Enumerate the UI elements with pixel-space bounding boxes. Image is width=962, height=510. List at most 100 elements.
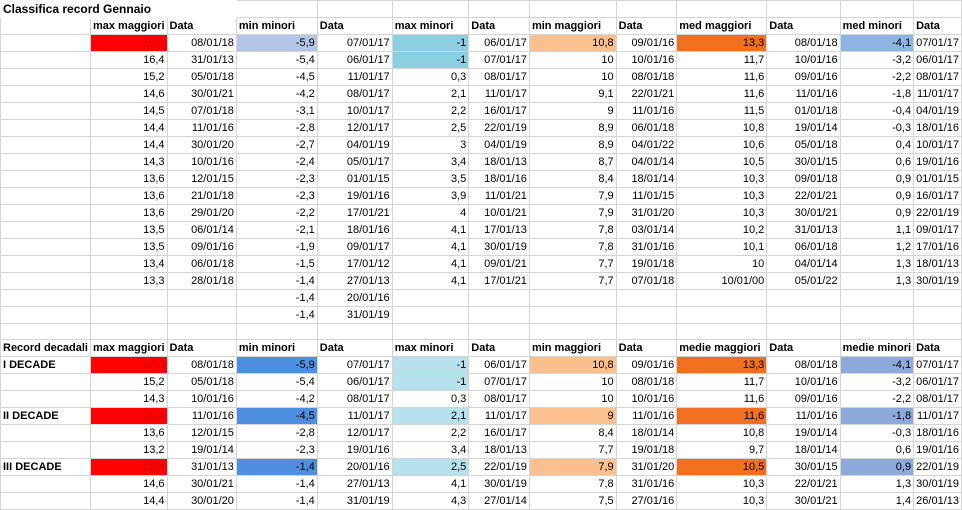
- table-cell[interactable]: 08/01/18: [166, 356, 237, 374]
- table-cell[interactable]: [391, 289, 470, 307]
- table-cell[interactable]: 22/01/19: [913, 458, 962, 476]
- table-cell[interactable]: 31/01/16: [615, 238, 678, 256]
- table-cell[interactable]: 15,2: [89, 68, 168, 86]
- table-cell[interactable]: [615, 306, 678, 324]
- table-cell[interactable]: 04/01/19: [316, 136, 393, 154]
- table-cell[interactable]: 30/01/15: [766, 458, 841, 476]
- table-cell[interactable]: 10/01/17: [316, 102, 393, 120]
- table-cell[interactable]: 18/01/16: [913, 424, 962, 442]
- table-cell[interactable]: -0,3: [839, 119, 915, 137]
- table-cell[interactable]: 18/01/14: [615, 424, 678, 442]
- table-cell[interactable]: -4,5: [235, 68, 318, 86]
- table-cell[interactable]: 16/01/17: [913, 187, 962, 205]
- table-cell[interactable]: 18/01/14: [615, 170, 678, 188]
- table-cell[interactable]: 09/01/16: [766, 390, 841, 408]
- table-cell[interactable]: 31/01/13: [766, 221, 841, 239]
- row-label-cell[interactable]: [0, 272, 91, 290]
- table-cell[interactable]: 11,6: [676, 68, 768, 86]
- column-header[interactable]: medie minori: [839, 339, 915, 357]
- table-cell[interactable]: 2,5: [391, 458, 470, 476]
- row-label-cell[interactable]: [0, 136, 91, 154]
- table-cell[interactable]: 11/01/17: [468, 407, 530, 425]
- table-cell[interactable]: -2,2: [235, 204, 318, 222]
- table-cell[interactable]: 4,1: [391, 221, 470, 239]
- column-header[interactable]: Data: [468, 339, 530, 357]
- table-cell[interactable]: 30/01/19: [913, 475, 962, 493]
- table-cell[interactable]: -1,5: [235, 255, 318, 273]
- table-cell[interactable]: [166, 289, 237, 307]
- table-cell[interactable]: 8,4: [528, 424, 617, 442]
- table-cell[interactable]: [766, 289, 841, 307]
- table-cell[interactable]: -4,2: [235, 390, 318, 408]
- table-cell[interactable]: 19/01/14: [766, 119, 841, 137]
- table-cell[interactable]: -5,9: [235, 356, 318, 374]
- table-cell[interactable]: 30/01/19: [468, 238, 530, 256]
- table-cell[interactable]: 18/01/16: [316, 221, 393, 239]
- row-label-cell[interactable]: [0, 221, 91, 239]
- table-cell[interactable]: [468, 306, 530, 324]
- table-cell[interactable]: 7,8: [528, 221, 617, 239]
- table-cell[interactable]: -2,1: [235, 221, 318, 239]
- table-cell[interactable]: 17/01/16: [913, 238, 962, 256]
- table-cell[interactable]: 9,1: [528, 85, 617, 103]
- table-cell[interactable]: -3,2: [839, 51, 915, 69]
- empty-cell[interactable]: [89, 323, 168, 340]
- table-cell[interactable]: 30/01/20: [166, 136, 237, 154]
- table-cell[interactable]: 06/01/17: [913, 51, 962, 69]
- table-cell[interactable]: 19/01/16: [913, 153, 962, 171]
- table-cell[interactable]: 11/01/17: [913, 407, 962, 425]
- table-cell[interactable]: 29/01/20: [166, 204, 237, 222]
- table-cell[interactable]: 07/01/17: [316, 356, 393, 374]
- table-cell[interactable]: -1,9: [235, 238, 318, 256]
- table-cell[interactable]: -1,4: [235, 458, 318, 476]
- table-cell[interactable]: 18/01/13: [913, 255, 962, 273]
- table-cell[interactable]: 14,4: [89, 119, 168, 137]
- table-cell[interactable]: 10/01/00: [676, 272, 768, 290]
- table-cell[interactable]: 10/01/16: [766, 51, 841, 69]
- table-cell[interactable]: 09/01/16: [766, 68, 841, 86]
- table-cell[interactable]: -3,2: [839, 373, 915, 391]
- table-cell[interactable]: 30/01/21: [766, 204, 841, 222]
- table-cell[interactable]: 04/01/22: [615, 136, 678, 154]
- table-cell[interactable]: 13,6: [89, 204, 168, 222]
- table-cell[interactable]: 08/01/17: [468, 390, 530, 408]
- table-cell[interactable]: 08/01/18: [766, 356, 841, 374]
- table-cell[interactable]: 4,1: [391, 475, 470, 493]
- table-cell[interactable]: 1,2: [839, 238, 915, 256]
- table-cell[interactable]: 19/01/16: [316, 187, 393, 205]
- table-cell[interactable]: -1,8: [839, 85, 915, 103]
- table-cell[interactable]: 14,3: [89, 390, 168, 408]
- table-cell[interactable]: 19/01/14: [766, 424, 841, 442]
- empty-cell[interactable]: [235, 0, 318, 18]
- table-cell[interactable]: 1,4: [839, 492, 915, 510]
- table-cell[interactable]: 12/01/17: [316, 424, 393, 442]
- table-cell[interactable]: 13,5: [89, 221, 168, 239]
- column-header[interactable]: med maggiori: [676, 17, 768, 35]
- table-cell[interactable]: 14,3: [89, 153, 168, 171]
- table-cell[interactable]: 8,9: [528, 119, 617, 137]
- table-cell[interactable]: -2,2: [839, 390, 915, 408]
- empty-cell[interactable]: [0, 323, 91, 340]
- table-cell[interactable]: 11/01/17: [468, 85, 530, 103]
- table-cell[interactable]: 2,2: [391, 102, 470, 120]
- table-cell[interactable]: 06/01/17: [468, 356, 530, 374]
- table-cell[interactable]: 10: [528, 373, 617, 391]
- table-cell[interactable]: 06/01/14: [166, 221, 237, 239]
- table-cell[interactable]: 09/01/16: [615, 356, 678, 374]
- table-cell[interactable]: -1: [391, 34, 470, 52]
- table-cell[interactable]: 4,1: [391, 255, 470, 273]
- table-cell[interactable]: -0,3: [839, 424, 915, 442]
- table-cell[interactable]: [468, 289, 530, 307]
- table-cell[interactable]: 20/01/16: [316, 458, 393, 476]
- table-cell[interactable]: -2,8: [235, 119, 318, 137]
- decade-label[interactable]: [0, 441, 91, 459]
- row-label-cell[interactable]: [0, 34, 91, 52]
- table-cell[interactable]: 0,4: [839, 136, 915, 154]
- row-label-cell[interactable]: [0, 85, 91, 103]
- table-cell[interactable]: 13,3: [89, 272, 168, 290]
- column-header[interactable]: Data: [766, 339, 841, 357]
- table-cell[interactable]: 07/01/17: [913, 356, 962, 374]
- table-cell[interactable]: [391, 306, 470, 324]
- table-cell[interactable]: 11/01/16: [615, 407, 678, 425]
- table-cell[interactable]: 9: [528, 407, 617, 425]
